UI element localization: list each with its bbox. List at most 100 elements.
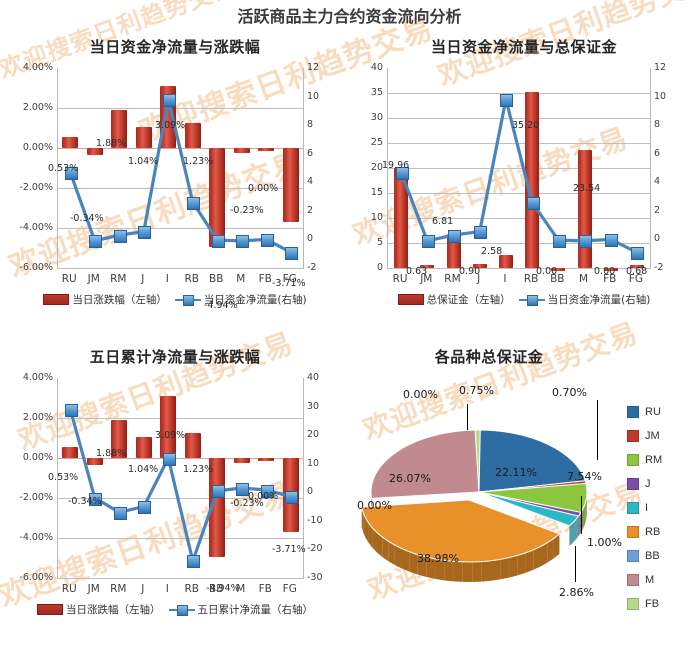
y-axis-right-tick: -2 (307, 262, 317, 273)
pie-legend-swatch (627, 430, 639, 442)
legend-item-line[interactable]: 五日累计净流量（右轴） (168, 602, 314, 617)
bar (258, 458, 275, 461)
legend-label: 五日累计净流量（右轴） (197, 604, 314, 616)
legend-item-bar[interactable]: 当日涨跌幅（左轴） (43, 292, 167, 307)
line-marker (631, 246, 645, 260)
x-axis-category-label: I (165, 273, 169, 285)
gridline (58, 188, 303, 189)
pie-legend-item[interactable]: J (627, 472, 662, 496)
plot-area (387, 68, 651, 271)
legend-item-line[interactable]: 当日资金净流量(右轴) (518, 292, 650, 307)
pie-legend-item[interactable]: FB (627, 592, 662, 616)
bar (209, 458, 226, 557)
pie-slice[interactable] (361, 499, 561, 563)
pie-slice[interactable] (478, 491, 580, 527)
bar-data-label: -4.94% (206, 583, 240, 594)
y-axis-left-tick: -2.00% (19, 182, 53, 193)
pie-legend-swatch (627, 598, 639, 610)
pie-slice[interactable] (474, 429, 481, 493)
bar-data-label: 0.63 (406, 266, 428, 277)
pie-legend-swatch (627, 454, 639, 466)
legend-item-bar[interactable]: 当日涨跌幅（左轴） (37, 602, 161, 617)
line-series (399, 97, 638, 254)
bar (472, 263, 487, 268)
pie-slice-side (426, 556, 436, 579)
legend-item-bar[interactable]: 总保证金（左轴） (397, 292, 511, 307)
x-axis-category-label: RB (523, 273, 539, 285)
y-axis-right-tick: 0 (307, 486, 314, 498)
bar-data-label: 19.96 (382, 160, 410, 171)
bar (184, 433, 201, 458)
x-axis-category-label: RU (61, 583, 77, 595)
gridline (58, 498, 303, 499)
x-axis-category-label: M (236, 273, 246, 285)
y-axis-right-tick: 2 (307, 204, 314, 216)
chart-daily-flow-vs-margin: 当日资金净流量与总保证金 40 35 30 25 20 15 10 5 0 12 10 8 6 4 2 0 -2 1… (349, 38, 699, 338)
pie-slice[interactable] (370, 429, 480, 499)
pie-legend-label: RB (645, 526, 661, 538)
gridline (58, 228, 303, 229)
x-axis-category-label: M (578, 273, 589, 285)
y-axis-left-tick: 0 (376, 262, 383, 273)
x-axis-category-label: RM (110, 273, 127, 285)
line-marker (605, 233, 619, 247)
bar (551, 268, 566, 271)
gridline (388, 118, 650, 119)
bar-data-label: 1.88% (96, 448, 127, 459)
gridline (388, 218, 650, 219)
bar-data-label: 1.23% (183, 156, 214, 167)
line-marker (89, 235, 103, 249)
bar (209, 148, 226, 247)
pie-legend-item[interactable]: I (627, 496, 662, 520)
bar-data-label: -0.34% (70, 213, 104, 224)
line-marker (260, 484, 274, 498)
x-axis-category-label: RM (110, 583, 127, 595)
y-axis-left-tick: -4.00% (19, 532, 53, 543)
bar-data-label: 2.58 (481, 246, 503, 257)
line-marker (138, 226, 152, 240)
pie-legend-item[interactable]: RB (627, 520, 662, 544)
pie-legend-item[interactable]: BB (627, 544, 662, 568)
pie-slice-side (409, 551, 418, 575)
chart-legend: 当日涨跌幅（左轴） 五日累计净流量（右轴） (0, 602, 350, 617)
line-marker (138, 501, 152, 515)
bar (135, 127, 152, 148)
bar-data-label: 0.53% (48, 472, 79, 483)
pie-slice-side (388, 541, 395, 566)
pie-slice-side (394, 545, 402, 569)
y-axis-right-tick: 20 (307, 429, 320, 441)
bar-data-label: 0.53% (48, 163, 79, 174)
legend-item-line[interactable]: 当日资金净流量(右轴) (174, 292, 307, 307)
pie-value-label: 26.07% (389, 472, 431, 485)
pie-leader-line (597, 400, 598, 460)
y-axis-left-tick: 4.00% (22, 372, 53, 383)
x-axis-category-label: JM (87, 583, 100, 595)
line-marker (236, 235, 250, 249)
y-axis-left-tick: -6.00% (19, 572, 53, 583)
x-axis-category-label: FB (603, 273, 617, 285)
gridline (388, 243, 650, 244)
bar-data-label: 0.00% (248, 491, 279, 502)
pie-slice-side (368, 522, 373, 548)
line-marker (526, 196, 540, 210)
chart-title: 五日累计净流量与涨跌幅 (89, 348, 261, 366)
pie-slice-side (525, 549, 534, 573)
bar-data-label: 0.00 (536, 266, 558, 277)
pie-slice-side (491, 559, 501, 581)
bar-data-label: 1.04% (128, 156, 159, 167)
pie-slice[interactable] (478, 429, 586, 493)
pie-legend-item[interactable]: JM (627, 424, 662, 448)
bar-data-label: 0.00 (594, 266, 616, 277)
line-series (68, 97, 292, 254)
x-axis-category-label: RU (392, 273, 408, 285)
bar-data-label: 0.68 (626, 266, 648, 277)
x-axis-category-label: RB (184, 583, 200, 595)
pie-legend-item[interactable]: RM (627, 448, 662, 472)
pie-legend-item[interactable]: RU (627, 400, 662, 424)
pie-legend-item[interactable]: M (627, 568, 662, 592)
pie-value-label: 2.86% (559, 586, 594, 599)
gridline (58, 578, 303, 579)
bar (111, 110, 128, 148)
y-axis-right-tick: 0 (654, 233, 661, 245)
y-axis-right-tick: 12 (307, 62, 320, 73)
